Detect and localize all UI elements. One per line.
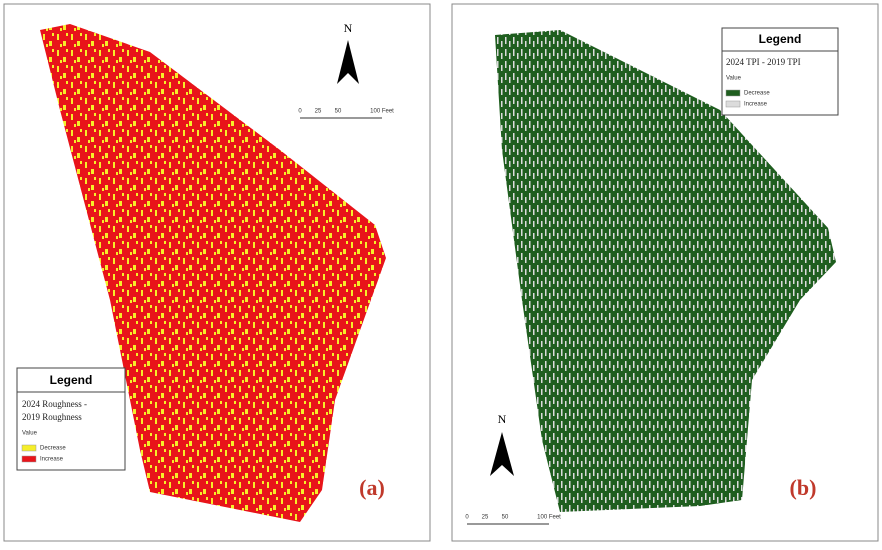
legend-swatch (22, 445, 36, 451)
scale-label: 100 Feet (537, 515, 561, 521)
scale-label: 100 Feet (370, 109, 394, 115)
legend-swatch (22, 456, 36, 462)
legend-swatch (726, 101, 740, 107)
legend-item: Increase (744, 102, 768, 108)
panel-label: (a) (359, 475, 385, 500)
legend-item: Decrease (744, 91, 770, 97)
legend-item: Increase (40, 457, 64, 463)
north-label: N (344, 21, 353, 35)
north-label: N (498, 412, 507, 426)
legend-heading: Value (22, 431, 38, 437)
scale-label: 50 (335, 109, 342, 115)
page: N 0 25 50 100 Feet Legend 2024 Roughness… (0, 0, 882, 550)
panel-label: (b) (790, 475, 817, 500)
legend-item: Decrease (40, 446, 66, 452)
legend-title: Legend (50, 373, 93, 387)
legend-title: Legend (759, 32, 802, 46)
legend-heading: Value (726, 76, 742, 82)
legend-swatch (726, 90, 740, 96)
legend-field: 2024 Roughness - (22, 399, 87, 409)
figure: N 0 25 50 100 Feet Legend 2024 Roughness… (0, 0, 882, 545)
legend-field: 2019 Roughness (22, 412, 82, 422)
scale-label: 25 (482, 515, 489, 521)
scale-label: 25 (315, 109, 322, 115)
legend-field: 2024 TPI - 2019 TPI (726, 57, 801, 67)
scale-label: 50 (502, 515, 509, 521)
